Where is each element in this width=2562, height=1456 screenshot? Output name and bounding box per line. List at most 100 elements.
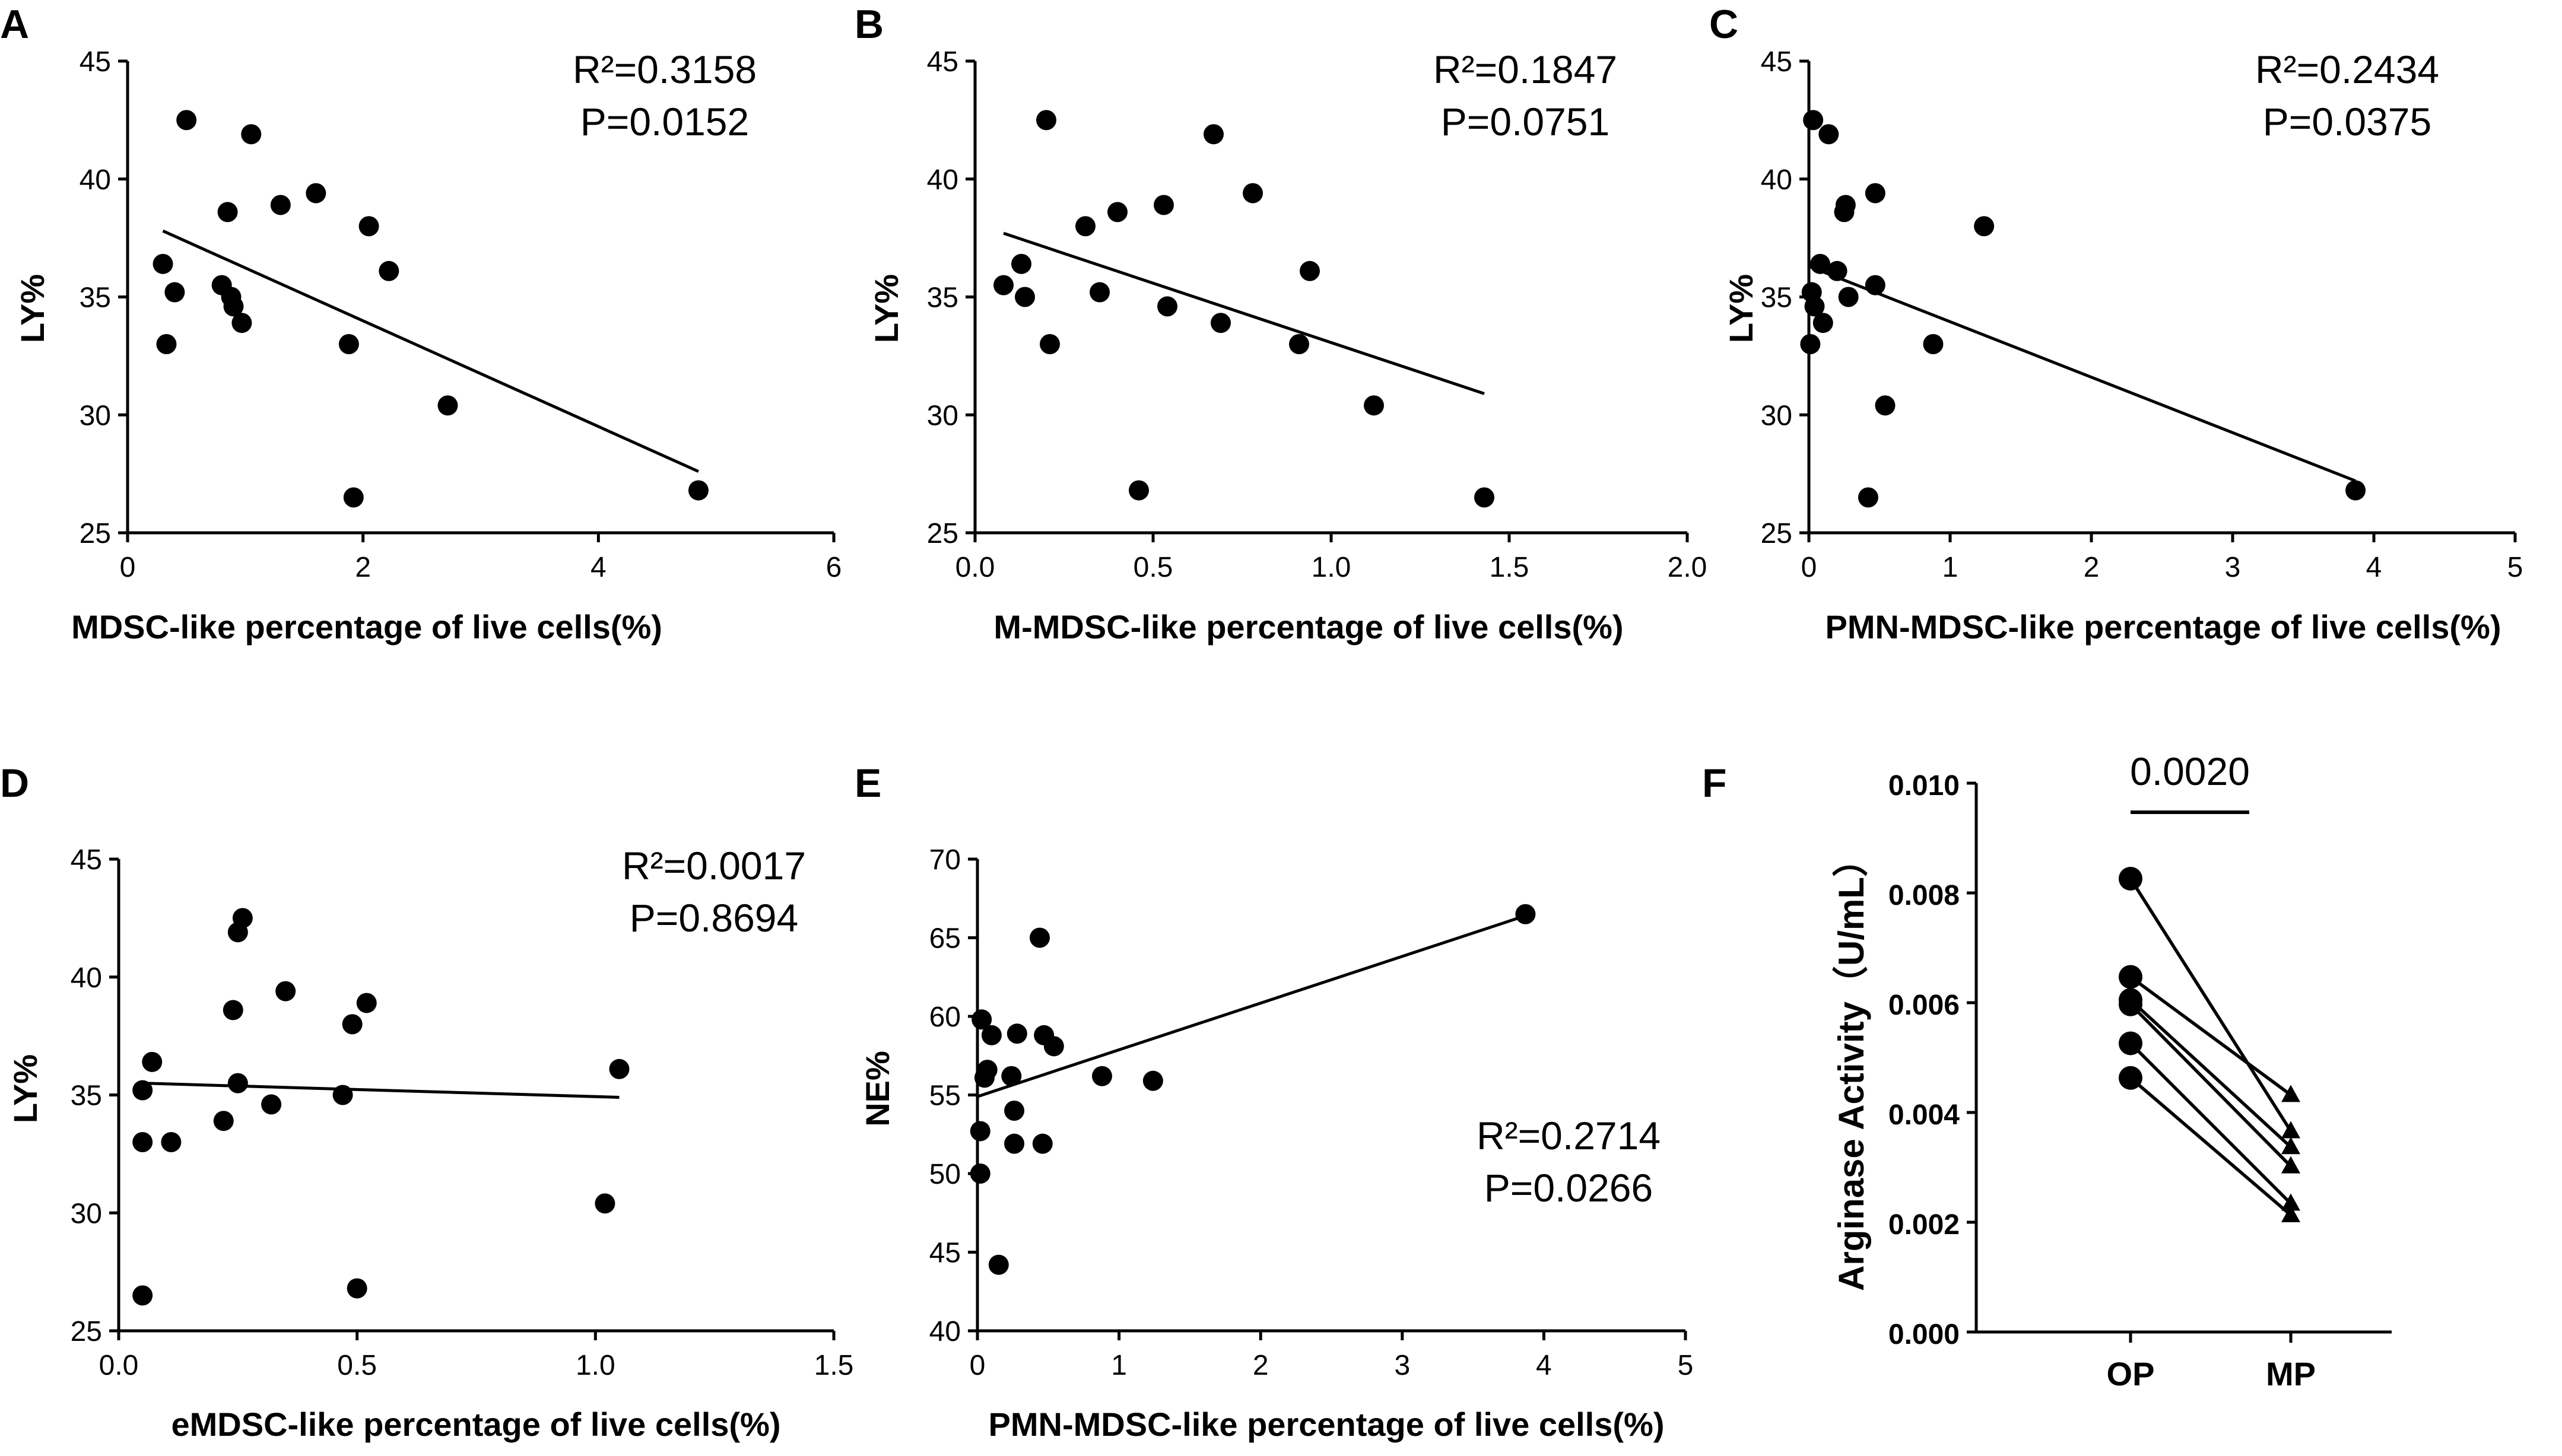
data-point — [1004, 1101, 1025, 1121]
panel-label: B — [855, 2, 884, 47]
regression-line — [162, 229, 699, 473]
data-point — [156, 334, 177, 354]
mp-point — [2281, 1121, 2300, 1139]
data-point — [213, 1111, 234, 1131]
x-tick-label: 5 — [2507, 552, 2523, 583]
panel-label: F — [1702, 761, 1727, 806]
x-axis-label: MDSC-like percentage of live cells(%) — [71, 608, 662, 646]
plot-area: 0 2 4 6 25 30 35 40 45 — [80, 46, 842, 583]
x-axis-label: eMDSC-like percentage of live cells(%) — [171, 1406, 780, 1443]
mp-point — [2281, 1085, 2300, 1102]
data-point — [981, 1025, 1002, 1045]
y-tick-label: 35 — [1761, 282, 1792, 314]
r-squared-text: R²=0.2714 — [1477, 1114, 1661, 1158]
panel-d: D LY% eMDSC-like percentage of live cell… — [0, 761, 853, 1443]
data-point — [1818, 124, 1839, 145]
data-point — [1204, 124, 1224, 145]
plot-area: 0.0 0.5 1.0 1.5 2.0 25 30 35 40 45 — [927, 46, 1707, 583]
data-point — [1865, 183, 1885, 204]
x-category-label: MP — [2266, 1355, 2316, 1393]
x-tick-label: 1.5 — [1490, 552, 1529, 583]
data-point — [1515, 904, 1536, 924]
r-squared-text: R²=0.1847 — [1433, 47, 1617, 91]
x-tick-label: 1 — [1942, 552, 1958, 583]
data-point — [1803, 110, 1824, 131]
regression-line — [1003, 231, 1485, 395]
y-axis-label: NE% — [859, 1051, 896, 1127]
data-point — [1015, 287, 1035, 307]
y-tick-label: 30 — [1761, 400, 1792, 431]
data-point — [231, 313, 252, 333]
pair-line — [2129, 1003, 2292, 1168]
pair-line — [2129, 999, 2292, 1149]
x-tick-label: 3 — [2225, 552, 2241, 583]
x-category-label: OP — [2107, 1355, 2155, 1393]
y-tick-label: 70 — [929, 844, 961, 876]
op-point — [2119, 1031, 2142, 1056]
data-point — [1154, 195, 1174, 215]
data-point — [347, 1278, 367, 1299]
r-squared-text: R²=0.3158 — [573, 47, 757, 91]
x-tick-label: 0.0 — [99, 1350, 139, 1381]
x-axis-label: PMN-MDSC-like percentage of live cells(%… — [989, 1406, 1665, 1443]
data-point — [211, 275, 232, 295]
x-tick-label: 2.0 — [1668, 552, 1707, 583]
data-point — [306, 183, 326, 204]
y-axis-label: Arginase Activity（U/mL） — [1831, 841, 1871, 1291]
data-point — [223, 1000, 243, 1021]
data-point — [176, 110, 197, 131]
y-axis-label: LY% — [7, 1054, 44, 1123]
op-point — [2119, 866, 2142, 891]
data-point — [1810, 253, 1831, 274]
y-tick-label: 45 — [929, 1238, 961, 1269]
data-point — [132, 1285, 153, 1306]
y-tick-label: 25 — [80, 518, 111, 549]
x-tick-label: 1.0 — [576, 1350, 615, 1381]
x-tick-label: 5 — [1678, 1350, 1694, 1381]
op-point — [2119, 965, 2142, 989]
data-point — [609, 1058, 630, 1079]
x-tick-label: 1.0 — [1312, 552, 1351, 583]
y-tick-label: 0.004 — [1888, 1099, 1960, 1131]
data-point — [161, 1132, 182, 1152]
y-tick-label: 40 — [927, 164, 958, 196]
x-axis-label: M-MDSC-like percentage of live cells(%) — [993, 608, 1623, 646]
mp-point — [2281, 1193, 2300, 1211]
data-point — [227, 1073, 248, 1093]
plot-area: 0.0 0.5 1.0 1.5 25 30 35 40 45 — [71, 844, 854, 1381]
pair-line — [2129, 1042, 2292, 1205]
data-point — [1091, 1066, 1112, 1086]
data-point — [1029, 927, 1050, 948]
data-point — [970, 1163, 990, 1184]
data-point — [332, 1085, 353, 1105]
data-point — [1011, 253, 1031, 274]
y-axis-label: LY% — [1722, 274, 1760, 343]
x-tick-label: 4 — [1536, 1350, 1552, 1381]
data-point — [2345, 480, 2366, 501]
y-tick-label: 35 — [80, 282, 111, 314]
data-point — [164, 282, 185, 303]
x-tick-label: 2 — [355, 552, 371, 583]
data-point — [343, 487, 364, 508]
data-point — [379, 260, 399, 281]
y-tick-label: 45 — [927, 46, 958, 78]
data-point — [1107, 202, 1128, 222]
data-point — [1804, 296, 1825, 317]
y-tick-label: 40 — [929, 1316, 961, 1347]
x-tick-label: 6 — [826, 552, 842, 583]
data-point — [1040, 334, 1060, 354]
x-tick-label: 1 — [1111, 1350, 1127, 1381]
p-value-text: P=0.0751 — [1441, 100, 1609, 144]
y-tick-label: 25 — [1761, 518, 1792, 549]
y-tick-label: 0.006 — [1888, 990, 1960, 1021]
data-point — [988, 1254, 1009, 1275]
p-value-text: P=0.8694 — [630, 896, 798, 940]
x-tick-label: 4 — [2366, 552, 2382, 583]
mp-point — [2281, 1204, 2300, 1222]
op-point — [2119, 992, 2142, 1016]
data-point — [688, 480, 709, 501]
data-point — [1474, 487, 1494, 508]
x-tick-label: 0.0 — [955, 552, 995, 583]
data-point — [1001, 1066, 1022, 1086]
